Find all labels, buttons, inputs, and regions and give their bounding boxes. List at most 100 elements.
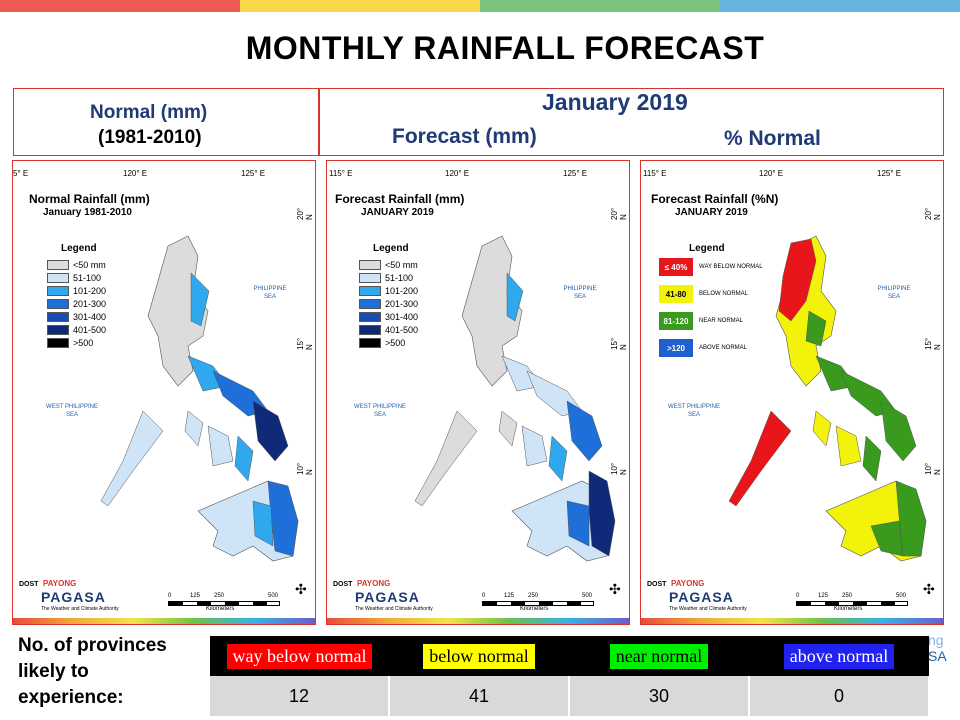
legend-title-forecast: Legend [373,243,409,254]
legend-row: >120 ABOVE NORMAL [659,339,763,357]
category-above-normal: above normal [783,643,895,669]
legend-label: 401-500 [385,324,419,335]
logo-tagline: The Weather and Climate Authority [355,606,433,612]
percent-normal-header: % Normal [724,127,821,150]
scalebar-normal: 0 125 250 500 Kilometers [168,593,288,613]
legend-row: <50 mm [47,258,106,271]
legend-swatch [47,311,69,322]
side-logo-fragment: ng SA [928,632,960,692]
map-title-forecast-text: Forecast Rainfall (mm) [335,192,465,206]
legend-swatch [47,259,69,270]
legend-row: 301-400 [359,310,418,323]
legend-label: 401-500 [73,324,107,335]
mindanao-percent [825,480,927,562]
scale-0: 0 [482,593,486,599]
provinces-label-line3: experience: [18,687,124,708]
legend-swatch: 41-80 [659,285,693,303]
scalebar-percent: 0 125 250 500 Kilometers [796,593,916,613]
legend-label: 101-200 [385,285,419,296]
map-title-percent-text: Forecast Rainfall (%N) [651,192,779,206]
forecast-header-box [318,88,944,156]
pagasa-logo-normal: DOST PAYONG PAGASA The Weather and Clima… [19,569,139,613]
tick-lat2-forecast: 15° N [610,337,628,350]
legend-row: 51-100 [359,271,418,284]
legend-row: 101-200 [359,284,418,297]
mindanao-forecast [511,470,616,562]
legend-swatch [47,324,69,335]
legend-row: 201-300 [47,297,106,310]
map-normal-svg [100,235,299,562]
top-stripe-green [480,0,720,12]
tick-lat2-percent: 15° N [924,337,942,350]
tick-lon3-percent: 125° E [877,169,902,178]
legend-row: 51-100 [47,271,106,284]
legend-label: 51-100 [385,272,414,283]
rainbow-bar [13,618,315,624]
map-title-normal-text: Normal Rainfall (mm) [29,192,150,206]
tick-lon2-normal: 120° E [123,169,148,178]
pagasa-logo-forecast: DOST PAYONG PAGASA The Weather and Clima… [333,569,453,613]
count-row: 12 41 30 0 [210,676,931,716]
legend-percent: Legend ≤ 40% WAY BELOW NORMAL 41-80 BELOW … [659,243,763,366]
scale-0: 0 [168,593,172,599]
tick-lat3-forecast: 10° N [610,462,628,475]
legend-label: BELOW NORMAL [699,291,749,297]
count-way-below-normal: 12 [210,676,391,716]
legend-swatch [359,337,381,348]
compass-icon: ✣ [923,581,935,597]
tick-lat1-percent: 20° N [924,207,942,220]
count-below-normal: 41 [389,676,570,716]
provinces-label: No. of provinces likely to experience: [18,633,167,711]
logo-payong: PAYONG [43,579,77,588]
legend-label: >500 [385,337,406,348]
category-cell: below normal [389,636,569,676]
legend-label: 201-300 [73,298,107,309]
legend-swatch [359,272,381,283]
pagasa-logo-percent: DOST PAYONG PAGASA The Weather and Clima… [647,569,767,613]
top-stripe-red [0,0,240,12]
legend-label: WAY BELOW NORMAL [699,264,763,270]
scale-125: 125 [504,593,515,599]
scalebar-bar [482,601,594,606]
tick-lon1-normal: 5° E [13,169,29,178]
normal-header-line2: (1981-2010) [98,127,202,148]
sea-label-west-percent: WEST PHILIPPINE SEA [668,404,720,418]
map-panel-percent-normal: 115° E 120° E 125° E 20° N 15° N 10° N F… [640,160,944,625]
scale-unit: Kilometers [834,606,863,612]
side-logo-text2: SA [928,648,947,664]
scale-125: 125 [190,593,201,599]
rainbow-bar [641,618,943,624]
legend-row: 401-500 [359,323,418,336]
rainbow-bar [327,618,629,624]
compass-icon: ✣ [609,581,621,597]
legend-swatch [359,324,381,335]
legend-label: >500 [73,337,94,348]
legend-row: 81-120 NEAR NORMAL [659,312,763,330]
category-below-normal: below normal [423,643,535,669]
map-percent-svg [728,235,927,562]
legend-swatch [47,285,69,296]
sea-label-east-percent: PHILIPPINE SEA [877,286,911,300]
tick-lon1-forecast: 115° E [329,169,353,178]
sea-label-west-normal: WEST PHILIPPINE SEA [46,404,98,418]
tick-lat2-normal: 15° N [296,337,314,350]
map-subtitle-normal: January 1981-2010 [43,207,132,218]
luzon-forecast [461,235,583,417]
legend-row: 201-300 [359,297,418,310]
legend-label: <50 mm [385,259,418,270]
logo-dost: DOST [333,581,353,588]
category-cell: near normal [569,636,749,676]
logo-dost: DOST [19,581,39,588]
legend-swatch: 81-120 [659,312,693,330]
side-logo-text1: ng [928,632,944,648]
legend-swatch [359,259,381,270]
page-title: MONTHLY RAINFALL FORECAST [245,30,765,66]
scale-unit: Kilometers [206,606,235,612]
legend-label: ABOVE NORMAL [699,345,748,351]
tick-lon2-percent: 120° E [759,169,784,178]
category-row: way below normal below normal near norma… [210,636,929,676]
forecast-header: Forecast (mm) [392,125,537,148]
tick-lat1-normal: 20° N [296,207,314,220]
scale-500: 500 [896,593,907,599]
legend-row: >500 [47,336,106,349]
